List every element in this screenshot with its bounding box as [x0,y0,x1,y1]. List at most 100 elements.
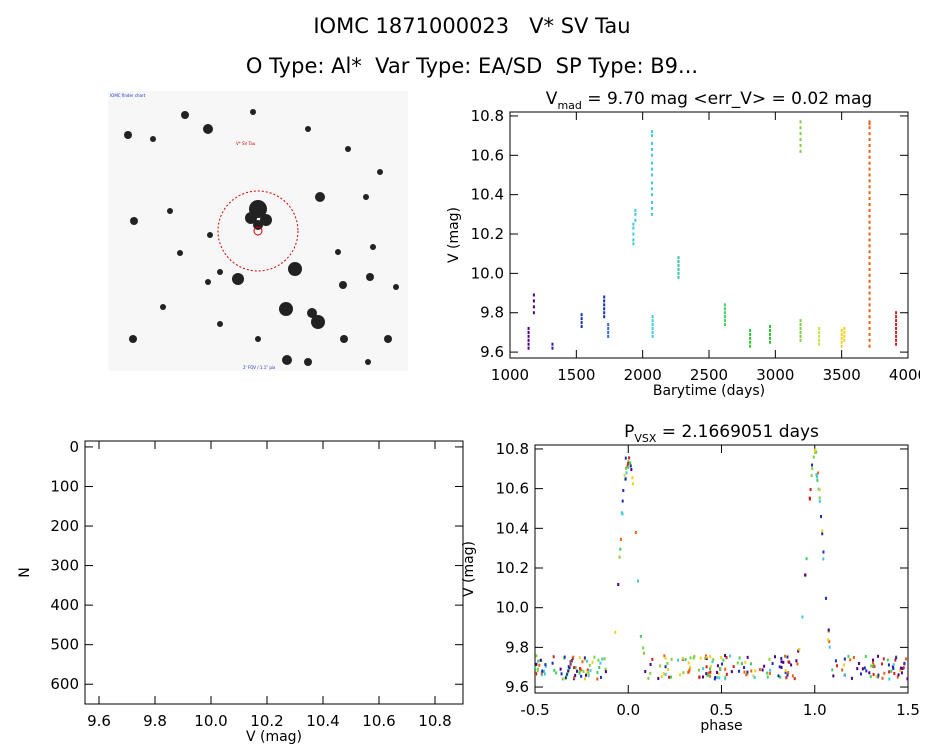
ph-data-point [768,657,771,661]
ph-data-point [886,658,889,662]
ph-data-point [797,649,800,653]
ph-data-point [716,676,719,680]
lc-data-point [603,307,606,311]
ph-data-point [864,655,867,659]
hist-y-tick-label: 600 [50,675,79,693]
lc-data-point [799,330,802,334]
hist-x-tick-label: 10.0 [194,712,227,730]
hist-y-tick-label: 200 [50,517,79,535]
ph-data-point [538,663,541,667]
ph-data-point [758,668,761,672]
lc-data-point [799,319,802,323]
lc-data-point [650,181,653,185]
lc-data-point [895,323,898,327]
hist-y-tick-label: 300 [50,557,79,575]
ph-data-point [892,667,895,671]
ph-data-point [861,667,864,671]
ph-data-point [621,499,624,503]
lc-data-point [840,340,843,344]
hist-x-tick-label: 10.4 [306,712,339,730]
hist-plot-frame [84,440,464,705]
lc-data-point [818,338,821,342]
lc-data-point [634,208,637,212]
lc-y-axis-label: V (mag) [446,207,462,263]
ph-data-point [902,666,905,670]
ph-x-tick-label: 0.5 [710,701,734,719]
ph-data-point [689,665,692,669]
lc-data-point [723,323,726,327]
lc-data-point [607,334,610,338]
ph-data-point [627,465,630,469]
ph-data-point [713,677,716,681]
ph-data-point [688,668,691,672]
lc-data-point [677,260,680,264]
lc-data-point [868,332,871,336]
finder-star [181,111,189,119]
ph-data-point [815,450,818,454]
finder-star [167,208,173,214]
ph-data-point [787,671,790,675]
ph-data-point [709,655,712,659]
lc-data-point [895,338,898,342]
ph-data-point [894,658,897,662]
ph-data-point [744,660,747,664]
ph-data-point [883,671,886,675]
phased-lightcurve-chart: -0.5 0.0 0.5 1.0 1.5 9.6 9.8 10.0 10.2 10.4 10.6 10… [461,422,920,734]
ph-data-point [707,673,710,677]
hist-x-tick-label: 9.8 [143,712,167,730]
lc-data-point [868,185,871,189]
finder-star [311,315,325,329]
ph-data-point [666,661,669,665]
lc-data-point [650,161,653,165]
ph-data-point [534,666,537,670]
ph-data-point [584,673,587,677]
lc-data-point [527,326,530,330]
ph-data-point [754,669,757,673]
lc-data-point [677,275,680,279]
ph-data-point [682,671,685,675]
lc-data-point [632,222,635,226]
ph-data-point [888,670,891,674]
ph-data-point [631,476,634,480]
ph-data-point [780,656,783,660]
finder-star [282,355,292,365]
target-circle [217,190,299,272]
ph-data-point [662,672,665,676]
lc-data-point [895,319,898,323]
lc-data-point [607,323,610,327]
ph-data-point [746,655,749,659]
finder-star [363,194,369,200]
ph-data-point [664,672,667,676]
target-marker [253,226,263,236]
ph-data-point [692,656,695,660]
ph-data-point [586,668,589,672]
lc-data-point [868,143,871,147]
finder-star [130,217,138,225]
finder-star [315,192,325,202]
lc-x-tick-label: 1000 [491,366,529,384]
lc-x-axis-label: Barytime (days) [653,383,765,399]
ph-data-point [541,669,544,673]
ph-data-point [815,473,818,477]
lc-data-point [868,138,871,142]
ph-data-point [891,665,894,669]
ph-data-point [709,670,712,674]
ph-data-point [567,669,570,673]
ph-data-point [596,677,599,681]
ph-data-point [893,672,896,676]
ph-data-point [787,660,790,664]
ph-data-point [586,659,589,663]
ph-data-point [877,673,880,677]
lc-data-point [769,336,772,340]
ph-data-point [628,456,631,460]
lc-data-point [527,338,530,342]
lc-data-point [723,307,726,311]
lc-y-tick-label: 10.2 [471,225,504,243]
lc-data-point [799,138,802,142]
ph-data-point [858,662,861,666]
lc-data-point [677,267,680,271]
lc-data-point [840,328,843,332]
finder-star [205,279,211,285]
ph-data-point [786,673,789,677]
ph-data-point [808,496,811,500]
